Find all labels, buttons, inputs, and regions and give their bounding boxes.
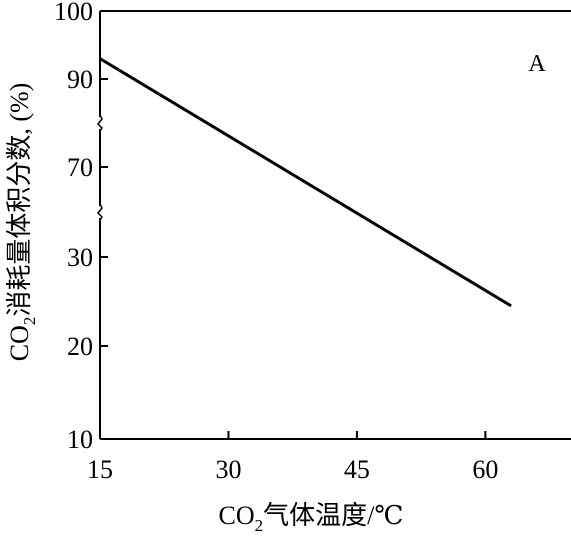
axis-break-mark — [96, 203, 103, 221]
y-tick-label: 100 — [54, 0, 93, 26]
x-tick-label: 45 — [344, 455, 370, 484]
y-axis-label: CO2消耗量体积分数, (%) — [5, 83, 39, 362]
y-axis-ticks: 10 20 30 70 90 100 — [54, 0, 108, 454]
y-tick-label: 10 — [67, 425, 93, 454]
y-axis-breaks — [96, 114, 103, 221]
axis-break-mark — [96, 114, 103, 132]
series-lines — [99, 57, 512, 308]
x-tick-label: 15 — [87, 455, 113, 484]
axis-break-gap — [97, 206, 103, 218]
x-tick-label: 30 — [215, 455, 241, 484]
x-axis-label: CO2气体温度/℃ — [219, 501, 404, 535]
x-axis-ticks: 15 30 45 60 — [87, 431, 498, 484]
y-tick-label: 30 — [67, 243, 93, 272]
y-tick-label: 70 — [67, 153, 93, 182]
y-tick-label: 20 — [67, 332, 93, 361]
axis-break-gap — [97, 117, 103, 129]
series-line-1 — [99, 57, 512, 308]
plot-frame — [99, 10, 571, 440]
x-tick-label: 60 — [472, 455, 498, 484]
y-tick-label: 90 — [67, 65, 93, 94]
panel-label: A — [528, 51, 546, 77]
